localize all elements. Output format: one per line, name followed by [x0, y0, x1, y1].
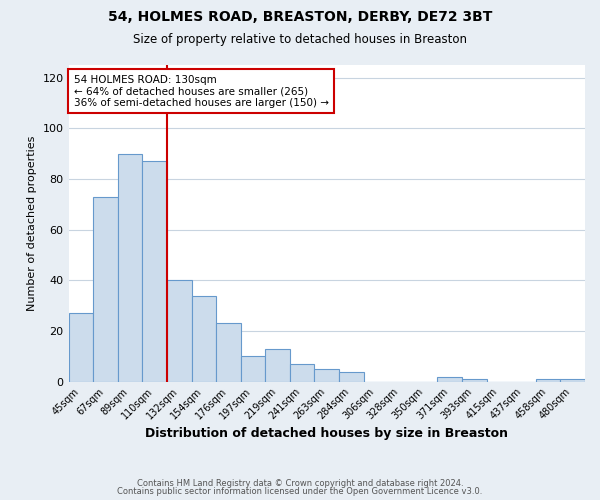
Bar — [68, 314, 93, 382]
Bar — [462, 379, 487, 382]
Bar — [216, 324, 241, 382]
Bar — [118, 154, 142, 382]
Text: Contains public sector information licensed under the Open Government Licence v3: Contains public sector information licen… — [118, 487, 482, 496]
Bar — [290, 364, 314, 382]
X-axis label: Distribution of detached houses by size in Breaston: Distribution of detached houses by size … — [145, 427, 508, 440]
Bar — [93, 197, 118, 382]
Bar — [560, 379, 585, 382]
Bar — [536, 379, 560, 382]
Bar — [167, 280, 191, 382]
Bar — [265, 349, 290, 382]
Text: Contains HM Land Registry data © Crown copyright and database right 2024.: Contains HM Land Registry data © Crown c… — [137, 478, 463, 488]
Bar — [241, 356, 265, 382]
Y-axis label: Number of detached properties: Number of detached properties — [27, 136, 37, 311]
Bar — [142, 162, 167, 382]
Bar — [314, 369, 339, 382]
Bar — [191, 296, 216, 382]
Text: Size of property relative to detached houses in Breaston: Size of property relative to detached ho… — [133, 32, 467, 46]
Text: 54 HOLMES ROAD: 130sqm
← 64% of detached houses are smaller (265)
36% of semi-de: 54 HOLMES ROAD: 130sqm ← 64% of detached… — [74, 74, 329, 108]
Bar — [437, 376, 462, 382]
Text: 54, HOLMES ROAD, BREASTON, DERBY, DE72 3BT: 54, HOLMES ROAD, BREASTON, DERBY, DE72 3… — [108, 10, 492, 24]
Bar — [339, 372, 364, 382]
